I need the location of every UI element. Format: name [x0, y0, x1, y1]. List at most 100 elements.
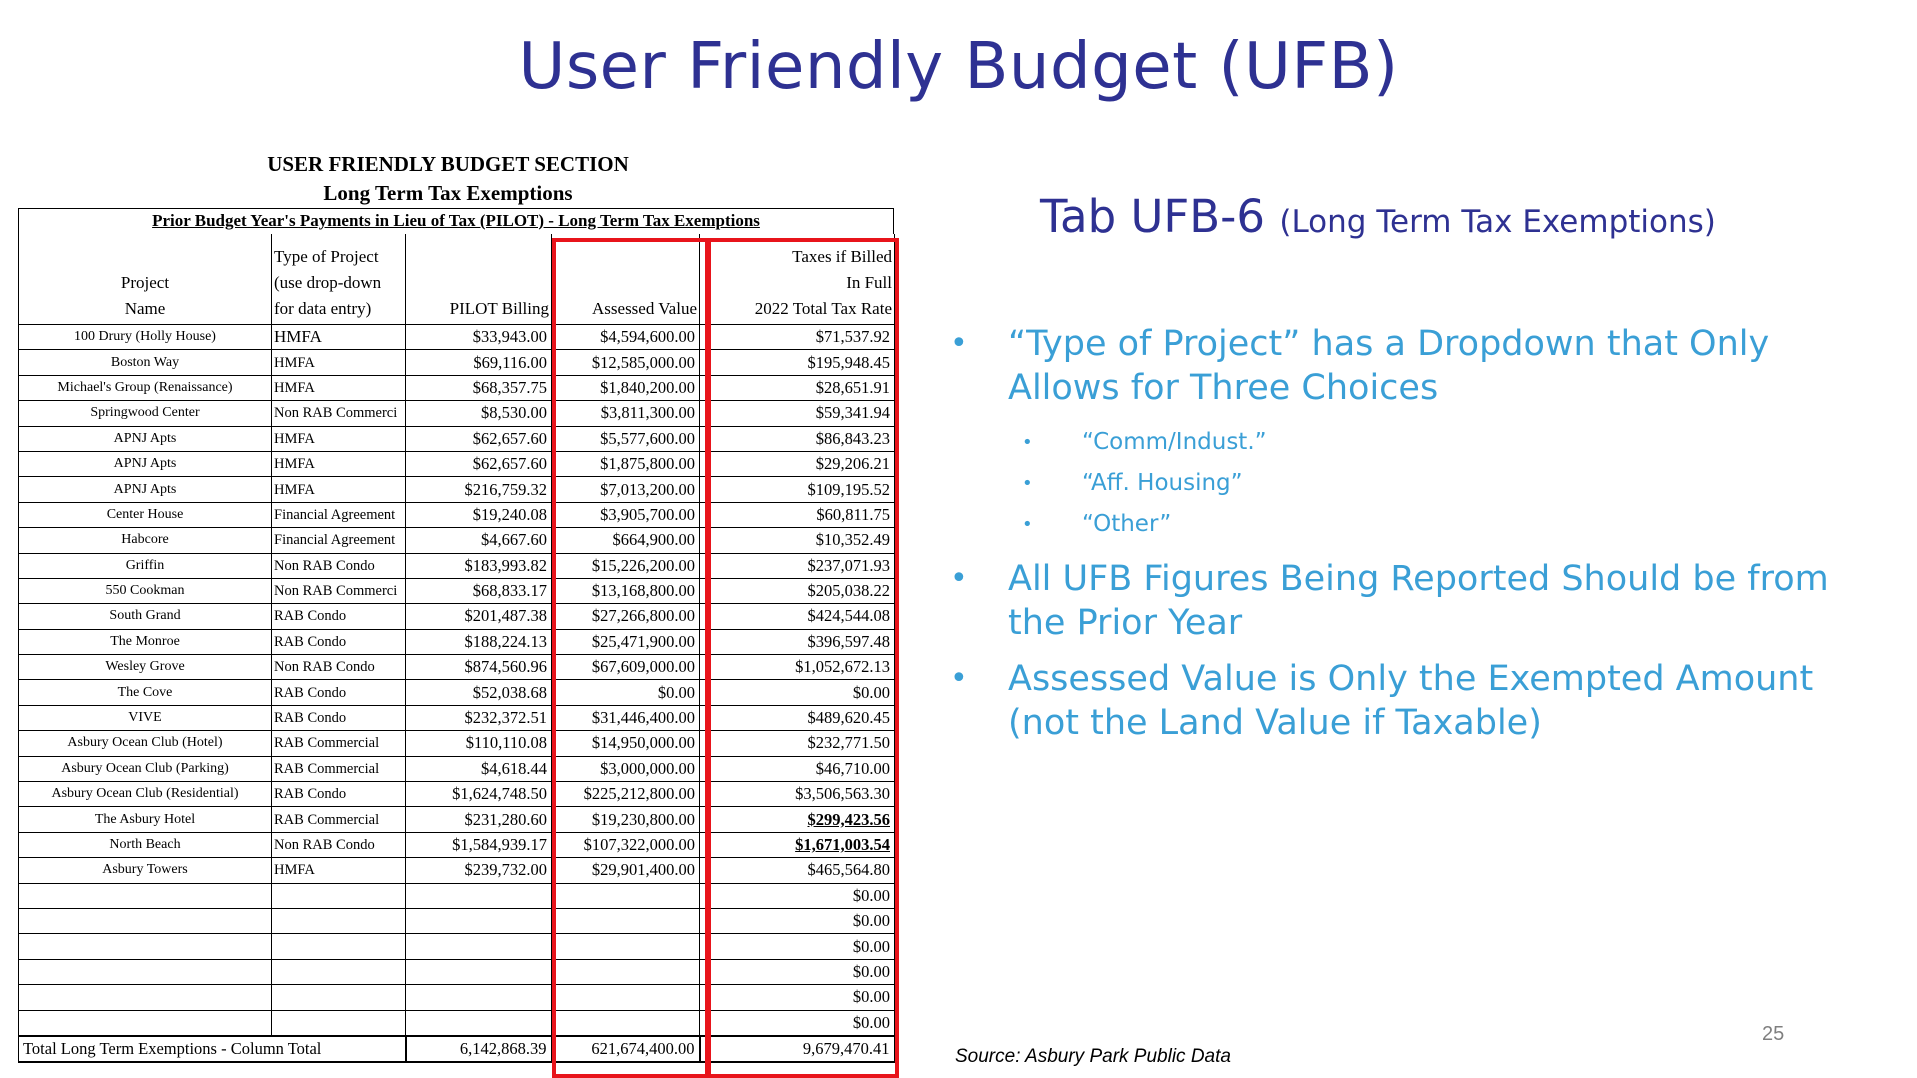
bullet-dot-icon: • — [950, 326, 968, 361]
taxes-cell: $1,671,003.54 — [699, 831, 895, 859]
bullet-dot-icon: • — [1022, 473, 1033, 494]
table-row: Griffin Non RAB Condo $183,993.82 $15,226,2… — [18, 552, 895, 579]
pilot-billing-cell — [405, 984, 552, 1011]
taxes-cell: $0.00 — [699, 882, 895, 909]
table-row: Asbury Ocean Club (Residential) RAB Condo… — [18, 781, 895, 808]
pilot-billing-cell: $19,240.08 — [405, 501, 552, 529]
project-name-cell: Asbury Ocean Club (Hotel) — [18, 730, 272, 757]
tab-heading: Tab UFB-6 (Long Term Tax Exemptions) — [1040, 190, 1716, 243]
table-row: APNJ Apts HMFA $62,657.60 $1,875,800.00 $29,… — [18, 450, 895, 478]
project-name-cell: North Beach — [18, 831, 272, 859]
taxes-cell: $1,052,672.13 — [699, 654, 895, 681]
table-row: $0.00 — [18, 984, 895, 1011]
pilot-billing-cell: $62,657.60 — [405, 425, 552, 452]
assessed-value-cell: $14,950,000.00 — [551, 730, 700, 757]
table-header-row: Project Name Type of Project (use drop-dow… — [18, 234, 895, 325]
bullet-assessed-value: • Assessed Value is Only the Exempted Am… — [950, 659, 1814, 743]
assessed-value-cell: $27,266,800.00 — [551, 603, 700, 630]
project-name-cell: The Cove — [18, 679, 272, 706]
taxes-cell: $237,071.93 — [699, 552, 895, 579]
header-assessed: Assessed Value — [551, 234, 700, 325]
project-name-cell: The Monroe — [18, 628, 272, 656]
slide-title: User Friendly Budget (UFB) — [518, 30, 1399, 104]
project-type-cell — [271, 933, 406, 960]
pilot-billing-cell: $68,357.75 — [405, 374, 552, 402]
table-row: Habcore Financial Agreement $4,667.60 $664,… — [18, 527, 895, 554]
project-type-cell — [271, 1009, 406, 1037]
tab-heading-main: Tab UFB-6 — [1040, 190, 1266, 243]
pilot-billing-cell: $239,732.00 — [405, 857, 552, 884]
table-row: $0.00 — [18, 958, 895, 986]
assessed-value-cell — [551, 933, 700, 960]
taxes-cell: $424,544.08 — [699, 603, 895, 630]
table-row: The Cove RAB Condo $52,038.68 $0.00 $0.00 — [18, 679, 895, 706]
bullet-dot-icon: • — [1022, 432, 1033, 453]
table-row: $0.00 — [18, 907, 895, 935]
project-type-cell: HMFA — [271, 323, 406, 351]
assessed-value-cell: $25,471,900.00 — [551, 628, 700, 656]
taxes-cell: $0.00 — [699, 958, 895, 986]
header-project: Project Name — [18, 234, 272, 325]
pilot-billing-cell: $4,667.60 — [405, 527, 552, 554]
project-name-cell: Asbury Ocean Club (Residential) — [18, 781, 272, 808]
project-name-cell: Wesley Grove — [18, 654, 272, 681]
project-type-cell — [271, 984, 406, 1011]
project-type-cell — [271, 958, 406, 986]
assessed-value-cell: $1,875,800.00 — [551, 450, 700, 478]
assessed-value-cell — [551, 1009, 700, 1037]
taxes-cell: $489,620.45 — [699, 704, 895, 732]
pilot-billing-cell: $1,624,748.50 — [405, 781, 552, 808]
table-row: VIVE RAB Condo $232,372.51 $31,446,400.00 $4… — [18, 704, 895, 732]
assessed-value-cell: $1,840,200.00 — [551, 374, 700, 402]
pilot-billing-cell: $110,110.08 — [405, 730, 552, 757]
table-row: Michael's Group (Renaissance) HMFA $68,357… — [18, 374, 895, 402]
pilot-billing-cell: $874,560.96 — [405, 654, 552, 681]
table-row: Wesley Grove Non RAB Condo $874,560.96 $67,… — [18, 654, 895, 681]
table-row: The Asbury Hotel RAB Commercial $231,280.6… — [18, 806, 895, 833]
choice-item: • “Aff. Housing” — [950, 463, 1850, 504]
project-name-cell — [18, 958, 272, 986]
choice-item: • “Comm/Indust.” — [950, 422, 1850, 463]
assessed-value-cell: $664,900.00 — [551, 527, 700, 554]
table-row: Asbury Ocean Club (Hotel) RAB Commercial $… — [18, 730, 895, 757]
taxes-cell: $396,597.48 — [699, 628, 895, 656]
project-name-cell: Center House — [18, 501, 272, 529]
document-heading: USER FRIENDLY BUDGET SECTION — [267, 152, 629, 176]
project-name-cell — [18, 882, 272, 909]
assessed-value-cell: $29,901,400.00 — [551, 857, 700, 884]
taxes-cell: $232,771.50 — [699, 730, 895, 757]
project-name-cell: Springwood Center — [18, 400, 272, 427]
table-row: $0.00 — [18, 1009, 895, 1037]
assessed-value-cell: $15,226,200.00 — [551, 552, 700, 579]
project-type-cell: HMFA — [271, 374, 406, 402]
table-row: South Grand RAB Condo $201,487.38 $27,266,8… — [18, 603, 895, 630]
assessed-value-cell: $12,585,000.00 — [551, 349, 700, 376]
taxes-cell: $205,038.22 — [699, 577, 895, 605]
project-name-cell: 100 Drury (Holly House) — [18, 323, 272, 351]
table-row: APNJ Apts HMFA $216,759.32 $7,013,200.00 $10… — [18, 476, 895, 503]
project-type-cell: RAB Condo — [271, 628, 406, 656]
project-type-cell: RAB Condo — [271, 603, 406, 630]
assessed-value-cell — [551, 882, 700, 909]
bullet-dropdown: • “Type of Project” has a Dropdown that … — [950, 324, 1770, 408]
project-name-cell: Boston Way — [18, 349, 272, 376]
table-row: North Beach Non RAB Condo $1,584,939.17 $10… — [18, 831, 895, 859]
taxes-cell: $0.00 — [699, 679, 895, 706]
total-label: Total Long Term Exemptions - Column Tota… — [18, 1034, 406, 1063]
assessed-value-cell — [551, 907, 700, 935]
bullet-prior-year: • All UFB Figures Being Reported Should … — [950, 559, 1829, 643]
project-type-cell: RAB Commercial — [271, 730, 406, 757]
bullet-list: • “Type of Project” has a Dropdown that … — [950, 322, 1850, 757]
pilot-billing-cell — [405, 907, 552, 935]
assessed-value-cell — [551, 984, 700, 1011]
project-name-cell: 550 Cookman — [18, 577, 272, 605]
assessed-value-cell: $13,168,800.00 — [551, 577, 700, 605]
taxes-cell: $0.00 — [699, 907, 895, 935]
pilot-billing-cell: $1,584,939.17 — [405, 831, 552, 859]
header-pilot: PILOT Billing — [405, 234, 552, 325]
pilot-billing-cell: $183,993.82 — [405, 552, 552, 579]
project-type-cell: Financial Agreement — [271, 527, 406, 554]
table-row: The Monroe RAB Condo $188,224.13 $25,471,90… — [18, 628, 895, 656]
assessed-value-cell: $4,594,600.00 — [551, 323, 700, 351]
project-type-cell: HMFA — [271, 349, 406, 376]
